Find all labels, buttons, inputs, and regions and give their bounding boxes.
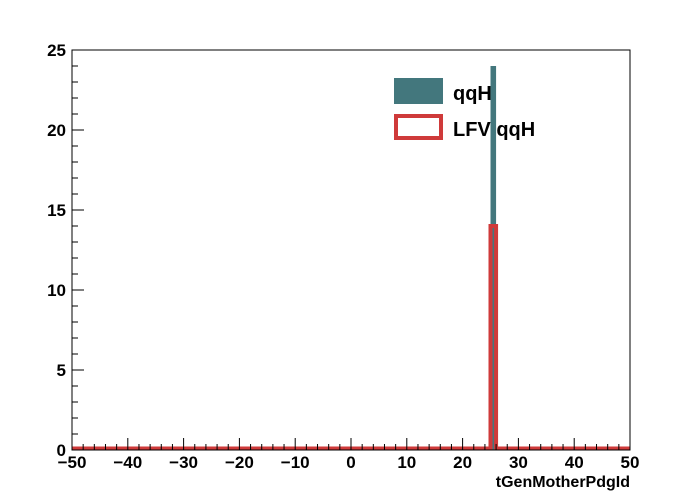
bar-lfv-qqh-0 xyxy=(72,224,630,451)
legend-swatch-qqh xyxy=(394,78,443,104)
y-tick-labels: 0 5 10 15 20 25 xyxy=(47,41,66,460)
legend-label-qqh: qqH xyxy=(453,83,492,105)
y-tick-label: 0 xyxy=(57,441,66,460)
x-tick-labels: −50 −40 −30 −20 −10 0 10 20 30 40 50 xyxy=(58,453,640,472)
x-tick-label: −40 xyxy=(113,453,142,472)
x-tick-label: 40 xyxy=(565,453,584,472)
y-tick-label: 20 xyxy=(47,121,66,140)
x-tick-label: −30 xyxy=(169,453,198,472)
x-axis-label: tGenMotherPdgId xyxy=(496,474,630,491)
x-tick-label: 20 xyxy=(453,453,472,472)
legend-swatch-lfv-qqh xyxy=(394,114,443,140)
y-tick-label: 5 xyxy=(57,361,66,380)
histogram-bars xyxy=(72,66,630,451)
bar-qqh-0 xyxy=(490,66,497,450)
x-tick-label: −50 xyxy=(58,453,87,472)
plot-frame xyxy=(71,49,631,451)
x-tick-label: −10 xyxy=(281,453,310,472)
axes xyxy=(71,49,631,451)
x-tick-label: 0 xyxy=(346,453,355,472)
y-tick-label: 25 xyxy=(47,41,66,60)
x-tick-label: 10 xyxy=(397,453,416,472)
legend: qqH LFV qqH xyxy=(394,78,535,141)
x-tick-label: −20 xyxy=(225,453,254,472)
legend-label-lfv-qqh: LFV qqH xyxy=(453,119,535,141)
y-tick-label: 15 xyxy=(47,201,66,220)
y-tick-label: 10 xyxy=(47,281,66,300)
x-tick-label: 30 xyxy=(509,453,528,472)
x-tick-label: 50 xyxy=(621,453,640,472)
